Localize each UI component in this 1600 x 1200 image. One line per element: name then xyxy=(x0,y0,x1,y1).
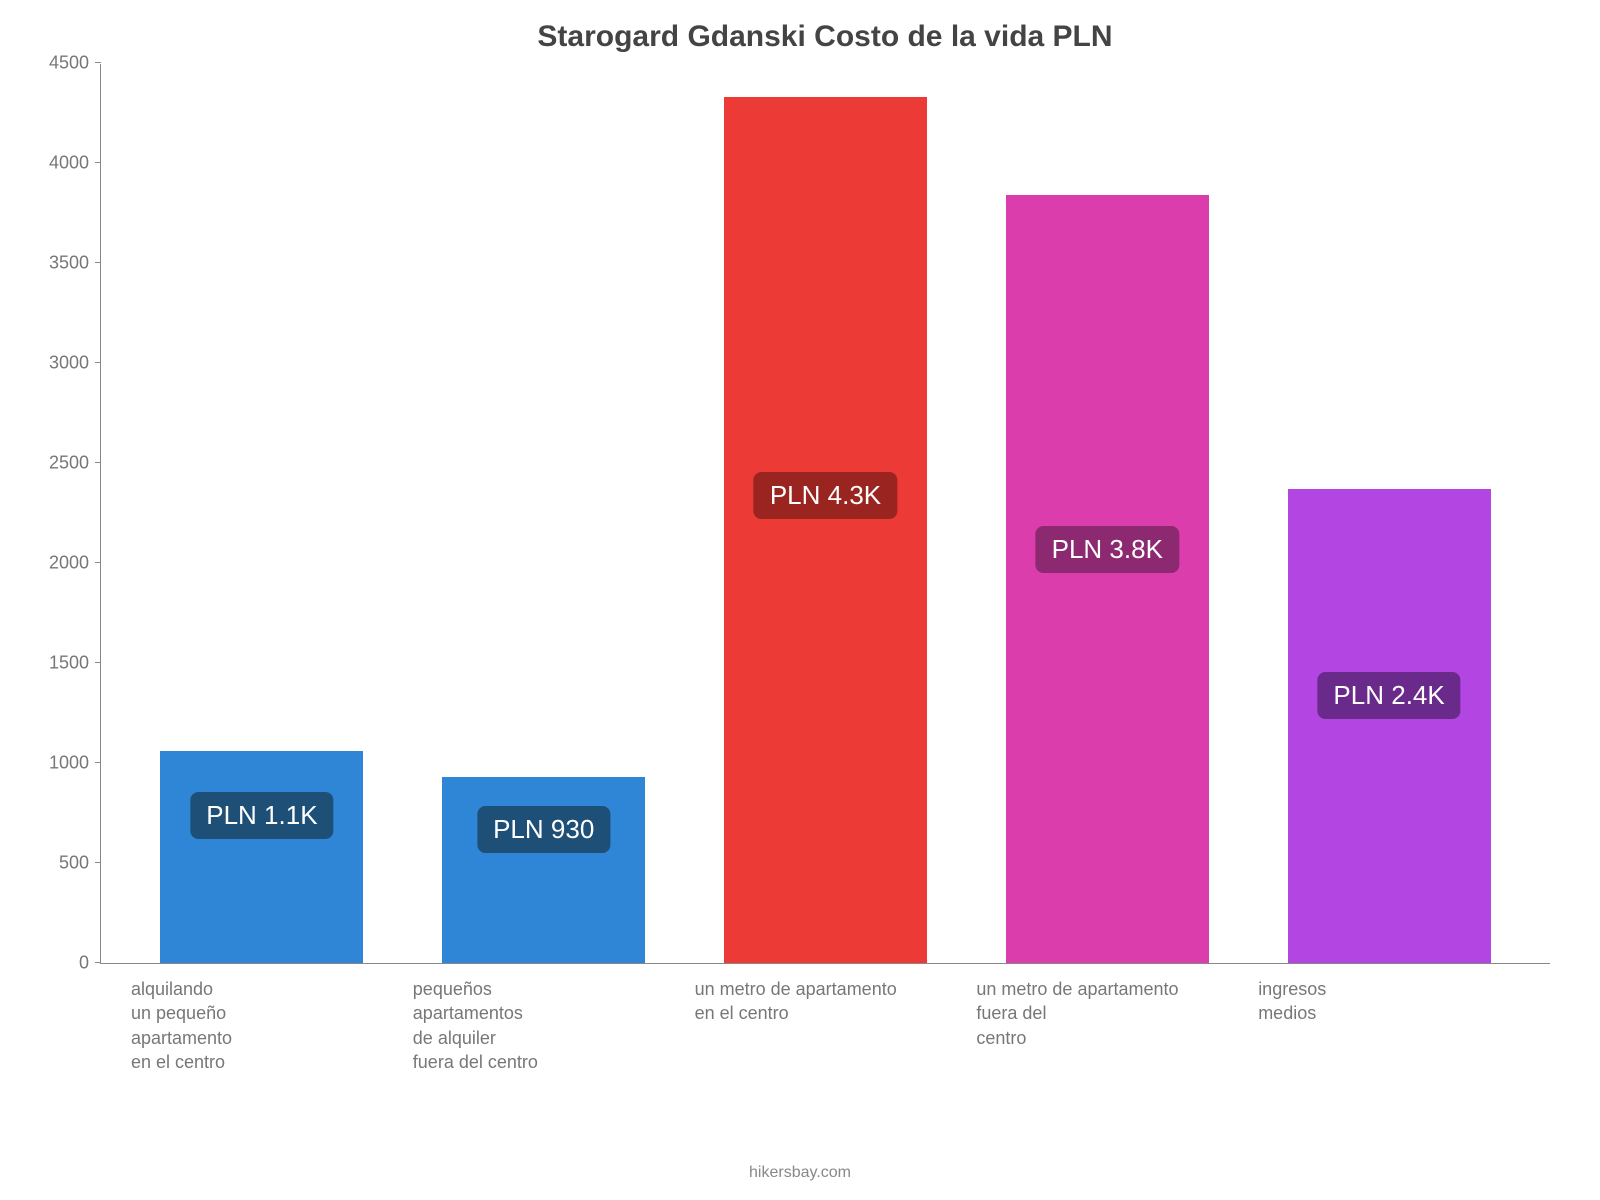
y-axis-tick-label: 1000 xyxy=(49,753,101,774)
bar: PLN 2.4K xyxy=(1288,489,1491,963)
bars-row: PLN 1.1K PLN 930 PLN 4.3K PLN 3.8K PLN 2.4K xyxy=(101,64,1550,963)
y-axis-tick-label: 3500 xyxy=(49,253,101,274)
y-axis-tick-mark xyxy=(95,762,101,763)
bar-value-label: PLN 930 xyxy=(477,806,610,853)
bar: PLN 930 xyxy=(442,777,645,963)
plot-area: PLN 1.1KPLN 930PLN 4.3KPLN 3.8KPLN 2.4K … xyxy=(100,64,1550,964)
bar-slot: PLN 1.1K xyxy=(121,64,403,963)
y-axis-tick-mark xyxy=(95,662,101,663)
y-axis-tick-label: 0 xyxy=(79,953,101,974)
x-axis-category-label: alquilandoun pequeñoapartamentoen el cen… xyxy=(121,977,403,1074)
x-axis-category-label: pequeñosapartamentosde alquilerfuera del… xyxy=(403,977,685,1074)
x-axis-labels: alquilandoun pequeñoapartamentoen el cen… xyxy=(101,977,1550,1074)
bar-value-label: PLN 2.4K xyxy=(1317,672,1460,719)
x-axis-category-label: un metro de apartamentoen el centro xyxy=(685,977,967,1074)
bar-value-label: PLN 1.1K xyxy=(190,792,333,839)
attribution-text: hikersbay.com xyxy=(0,1164,1600,1182)
bar-value-label: PLN 4.3K xyxy=(754,472,897,519)
bar-slot: PLN 3.8K xyxy=(966,64,1248,963)
y-axis-tick-label: 2000 xyxy=(49,553,101,574)
y-axis-tick-mark xyxy=(95,62,101,63)
bar-slot: PLN 930 xyxy=(403,64,685,963)
y-axis-tick-mark xyxy=(95,262,101,263)
bar: PLN 4.3K xyxy=(724,97,927,963)
chart-container: Starogard Gdanski Costo de la vida PLN P… xyxy=(0,0,1600,1200)
y-axis-tick-label: 4500 xyxy=(49,53,101,74)
y-axis-tick-label: 2500 xyxy=(49,453,101,474)
bar-slot: PLN 2.4K xyxy=(1248,64,1530,963)
y-axis-tick-mark xyxy=(95,362,101,363)
y-axis-tick-mark xyxy=(95,162,101,163)
y-axis-tick-mark xyxy=(95,462,101,463)
x-axis-category-label: ingresosmedios xyxy=(1248,977,1530,1074)
chart-title: Starogard Gdanski Costo de la vida PLN xyxy=(100,20,1550,54)
y-axis-tick-mark xyxy=(95,862,101,863)
bar-value-label: PLN 3.8K xyxy=(1036,526,1179,573)
y-axis-tick-label: 1500 xyxy=(49,653,101,674)
y-axis-tick-mark xyxy=(95,562,101,563)
y-axis-tick-label: 3000 xyxy=(49,353,101,374)
y-axis-tick-label: 4000 xyxy=(49,153,101,174)
y-axis-tick-label: 500 xyxy=(59,853,101,874)
y-axis-tick-mark xyxy=(95,962,101,963)
x-axis-category-label: un metro de apartamentofuera delcentro xyxy=(966,977,1248,1074)
bar: PLN 1.1K xyxy=(160,751,363,963)
bar: PLN 3.8K xyxy=(1006,195,1209,963)
bar-slot: PLN 4.3K xyxy=(685,64,967,963)
